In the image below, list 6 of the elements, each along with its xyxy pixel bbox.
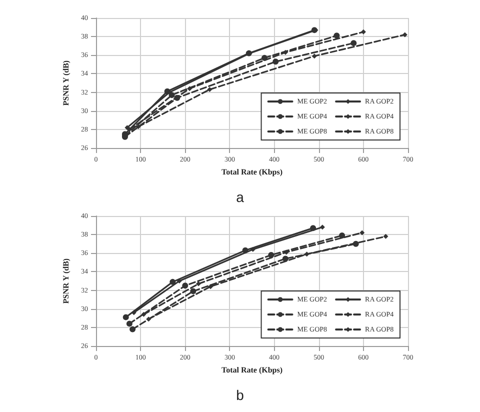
y-axis-title: PSNR Y (dB) xyxy=(62,60,71,106)
text: a xyxy=(236,189,244,205)
y-axis-title: PSNR Y (dB) xyxy=(62,258,71,304)
x-axis-title: Total Rate (Kbps) xyxy=(221,365,283,374)
text: b xyxy=(236,387,244,403)
x-axis-title: Total Rate (Kbps) xyxy=(221,167,283,176)
